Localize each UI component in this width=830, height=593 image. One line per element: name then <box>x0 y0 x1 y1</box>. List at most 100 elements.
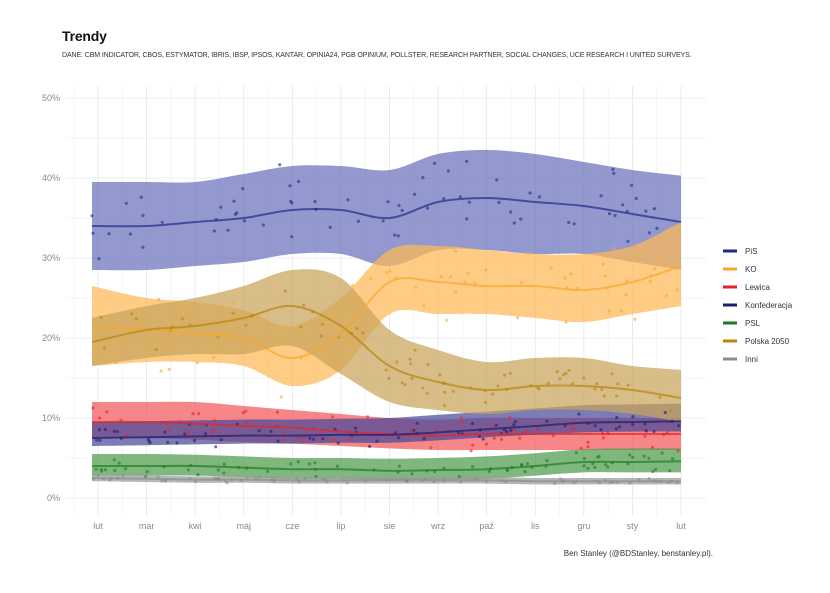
x-tick-label: lis <box>531 521 540 531</box>
point-pis <box>630 183 634 187</box>
point-pis <box>458 195 462 199</box>
y-tick-label: 30% <box>42 253 60 263</box>
point-pis <box>160 220 164 224</box>
point-polska-2050 <box>283 289 287 293</box>
point-polska-2050 <box>421 386 425 390</box>
point-ko <box>635 255 639 259</box>
point-ko <box>279 395 283 399</box>
point-psl <box>647 456 651 460</box>
point-pis <box>219 205 223 209</box>
point-psl <box>222 462 226 466</box>
x-tick-label: cze <box>285 521 299 531</box>
point-ko <box>657 257 661 261</box>
point-konfederacja <box>481 437 485 441</box>
point-pis <box>393 233 397 237</box>
point-polska-2050 <box>537 387 541 391</box>
point-konfederacja <box>166 440 170 444</box>
point-lewica <box>244 421 248 425</box>
point-polska-2050 <box>562 373 566 377</box>
point-konfederacja <box>368 444 372 448</box>
point-inni <box>225 481 229 485</box>
line-inni <box>91 477 681 483</box>
point-lewica <box>518 436 522 440</box>
point-psl <box>574 451 579 455</box>
point-pis <box>356 219 360 223</box>
point-ko <box>414 285 418 289</box>
point-polska-2050 <box>231 311 235 315</box>
point-psl <box>471 465 475 469</box>
point-lewica <box>492 436 496 440</box>
point-konfederacja <box>652 429 656 434</box>
point-ko <box>653 267 657 271</box>
point-psl <box>668 469 672 473</box>
point-pis <box>613 213 617 218</box>
point-pis <box>433 161 437 165</box>
point-pis <box>497 200 501 204</box>
point-psl <box>651 469 655 474</box>
point-polska-2050 <box>154 348 158 352</box>
point-psl <box>266 469 270 473</box>
point-pis <box>537 195 542 199</box>
point-pis <box>626 239 630 243</box>
point-psl <box>117 461 121 465</box>
point-ko <box>463 280 467 284</box>
point-konfederacja <box>203 432 208 436</box>
point-pis <box>381 219 385 223</box>
point-pis <box>241 187 245 191</box>
point-konfederacja <box>192 438 197 443</box>
point-polska-2050 <box>319 334 323 338</box>
point-lewica <box>124 434 129 438</box>
x-tick-label: lut <box>93 521 103 531</box>
point-pis <box>467 200 471 204</box>
point-psl <box>296 460 300 464</box>
point-konfederacja <box>269 429 273 433</box>
point-ko <box>526 251 530 255</box>
point-ko <box>484 268 488 272</box>
point-konfederacja <box>509 428 513 432</box>
point-pis <box>442 197 446 201</box>
x-tick-label: kwi <box>189 521 202 531</box>
point-polska-2050 <box>180 317 184 321</box>
point-polska-2050 <box>130 312 134 316</box>
point-konfederacja <box>644 429 648 433</box>
point-psl <box>593 465 597 470</box>
point-konfederacja <box>617 425 622 429</box>
point-lewica <box>91 406 95 410</box>
point-konfederacja <box>146 437 150 441</box>
point-pis <box>655 226 659 230</box>
point-ko <box>195 361 199 365</box>
point-ko <box>549 266 553 270</box>
point-konfederacja <box>311 437 316 441</box>
point-polska-2050 <box>626 383 630 387</box>
point-konfederacja <box>397 436 401 440</box>
point-inni <box>553 481 557 485</box>
x-tick-label: sie <box>384 521 396 531</box>
point-pis <box>647 231 652 235</box>
point-psl <box>397 464 401 468</box>
point-pis <box>612 171 616 175</box>
point-polska-2050 <box>410 377 414 381</box>
point-konfederacja <box>219 438 223 442</box>
point-pis <box>567 220 571 224</box>
point-ko <box>337 363 341 367</box>
point-ko <box>185 312 189 316</box>
point-polska-2050 <box>438 373 442 377</box>
point-ko <box>164 345 168 349</box>
legend: PiS KO Lewica Konfederacja PSL Polska 2050 Inn… <box>723 247 793 364</box>
point-konfederacja <box>415 421 419 425</box>
point-polska-2050 <box>451 389 455 393</box>
point-inni <box>144 474 148 478</box>
point-pis <box>261 223 265 227</box>
point-polska-2050 <box>403 383 407 387</box>
point-lewica <box>650 445 655 449</box>
line-polska-2050 <box>91 304 682 399</box>
point-polska-2050 <box>570 382 575 386</box>
point-psl <box>520 463 524 467</box>
point-inni <box>107 478 112 482</box>
point-polska-2050 <box>134 317 139 321</box>
point-lewica <box>586 445 590 449</box>
y-tick-label: 10% <box>42 413 60 423</box>
point-pis <box>233 212 237 216</box>
point-ko <box>607 309 612 313</box>
